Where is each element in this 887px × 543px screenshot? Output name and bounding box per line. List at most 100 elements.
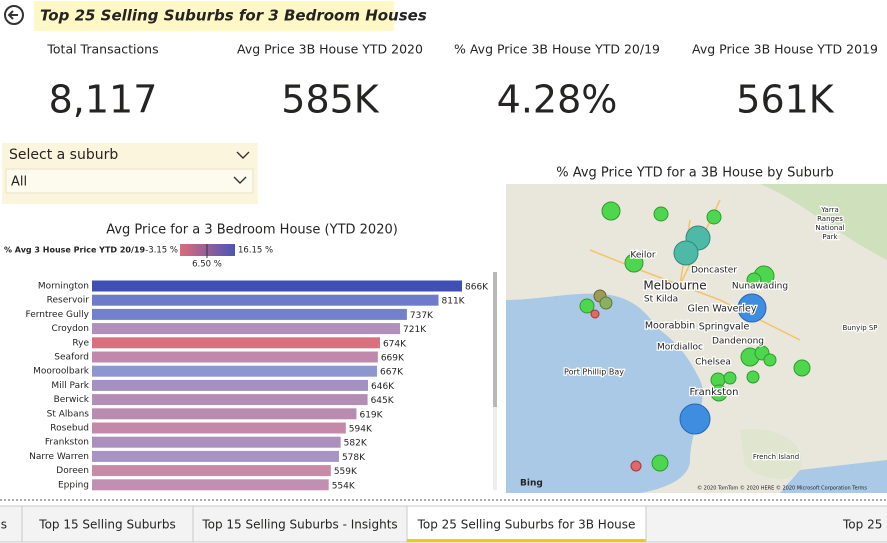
bubble[interactable] [579, 298, 595, 314]
value-label: 669K [381, 354, 405, 364]
value-label: 645K [371, 396, 395, 406]
bubble[interactable] [706, 209, 722, 225]
map-label: Port Phillip Bay [564, 368, 624, 377]
category-label: St Albans [47, 409, 90, 419]
bar [92, 379, 369, 391]
legend-mid: 6.50 % [192, 260, 222, 270]
value-label: 866K [465, 283, 489, 293]
tab-indicator [407, 539, 646, 542]
kpi-label: Avg Price 3B House YTD 2019 [692, 42, 878, 57]
value-label: 737K [410, 311, 434, 321]
category-label: Doreen [56, 466, 89, 476]
scroll-thumb[interactable] [493, 272, 497, 407]
bubble[interactable] [624, 253, 644, 273]
map-label: St Kilda [644, 295, 678, 305]
bubble[interactable] [651, 454, 669, 472]
map-label: Springvale [699, 322, 750, 333]
value-label: 582K [344, 439, 368, 449]
map [506, 184, 887, 493]
category-label: Rye [72, 338, 89, 348]
bar [92, 308, 407, 320]
bubble[interactable] [746, 370, 760, 384]
kpi-value: 561K [736, 78, 835, 122]
map-park [760, 184, 887, 260]
kpi-value: 4.28% [497, 78, 618, 122]
map-label: Keilor [630, 251, 655, 261]
map-title: % Avg Price YTD for a 3B House by Suburb [556, 166, 834, 181]
legend-title: % Avg 3 House Price YTD 20/19 [4, 246, 145, 255]
map-label: Melbourne [643, 279, 706, 293]
category-label: Berwick [54, 395, 90, 405]
legend-min: -3.15 % [145, 246, 178, 256]
category-label: Narre Warren [29, 452, 89, 462]
bar [92, 394, 368, 406]
bubble[interactable] [710, 384, 728, 402]
value-label: 619K [359, 410, 383, 420]
category-label: Epping [58, 480, 89, 490]
bubble[interactable] [653, 206, 669, 222]
value-label: 674K [383, 339, 407, 349]
map-label: Dandenong [712, 337, 764, 347]
back-button[interactable] [4, 5, 24, 25]
bubble[interactable] [746, 272, 762, 288]
bubble[interactable] [590, 309, 600, 319]
bubble[interactable] [679, 403, 711, 435]
dropdown-arrow [233, 176, 247, 184]
tab-label: Top 15 Selling Suburbs - Insights [201, 518, 397, 532]
map-water [780, 460, 887, 493]
tab-bar: s Top 15 Selling Suburbs Top 15 Selling Su… [0, 505, 887, 543]
bar [92, 351, 378, 363]
title-box [34, 1, 394, 31]
map-label: Chelsea [695, 358, 731, 368]
value-label: 594K [349, 425, 373, 435]
tab-label: Top 15 Selling Suburbs [38, 518, 175, 532]
bar [92, 422, 346, 434]
map-attribution: Bing [520, 479, 543, 489]
map-label: Moorabbin [645, 321, 695, 332]
map-label: Nunawading [732, 282, 788, 292]
category-label: Frankston [45, 438, 89, 448]
category-label: Rosebud [50, 424, 89, 434]
tab-label: Top 25 Selling Suburbs for 3B House [417, 518, 636, 532]
map-label: National [815, 224, 844, 232]
slicer-collapse[interactable] [236, 151, 250, 159]
tab[interactable] [645, 505, 887, 543]
map-island [740, 429, 802, 480]
chart-title: Avg Price for a 3 Bedroom House (YTD 202… [106, 223, 398, 238]
map-bay [506, 293, 703, 493]
bar [92, 337, 380, 349]
map-label: Park [822, 233, 838, 241]
bubble[interactable] [630, 460, 642, 472]
map-labels: Keilor Doncaster Melbourne St Kilda Nunawadi… [563, 205, 879, 463]
bubble[interactable] [599, 296, 613, 310]
slicer-dropdown[interactable] [5, 168, 254, 194]
bubble[interactable] [601, 201, 621, 221]
value-label: 721K [403, 325, 427, 335]
bubble[interactable] [737, 293, 767, 323]
tab[interactable] [21, 505, 194, 543]
bubble[interactable] [763, 353, 777, 367]
bubble[interactable] [723, 371, 737, 385]
bubble[interactable] [673, 240, 699, 266]
slicer-selection: All [11, 175, 27, 190]
category-label: Ferntree Gully [26, 310, 90, 320]
map-label: Frankston [690, 387, 739, 398]
bar [92, 450, 339, 462]
map-label: Glen Waverley [688, 304, 757, 315]
tab-active[interactable] [406, 505, 647, 543]
category-label: Reservoir [47, 296, 90, 306]
bar [92, 408, 357, 420]
bar [92, 365, 377, 377]
map-label: Bunyip SP [842, 324, 877, 332]
tab-label: Top 25 Selling Suburbs for 3B House - In [842, 518, 887, 532]
category-label: Mill Park [51, 381, 89, 391]
category-label: Seaford [54, 353, 89, 363]
map-label: French Island [753, 453, 799, 461]
bubble[interactable] [793, 359, 811, 377]
value-label: 559K [334, 467, 358, 477]
bar [92, 465, 331, 477]
kpi-value: 585K [281, 78, 380, 122]
map-label: Yarra [820, 206, 839, 214]
